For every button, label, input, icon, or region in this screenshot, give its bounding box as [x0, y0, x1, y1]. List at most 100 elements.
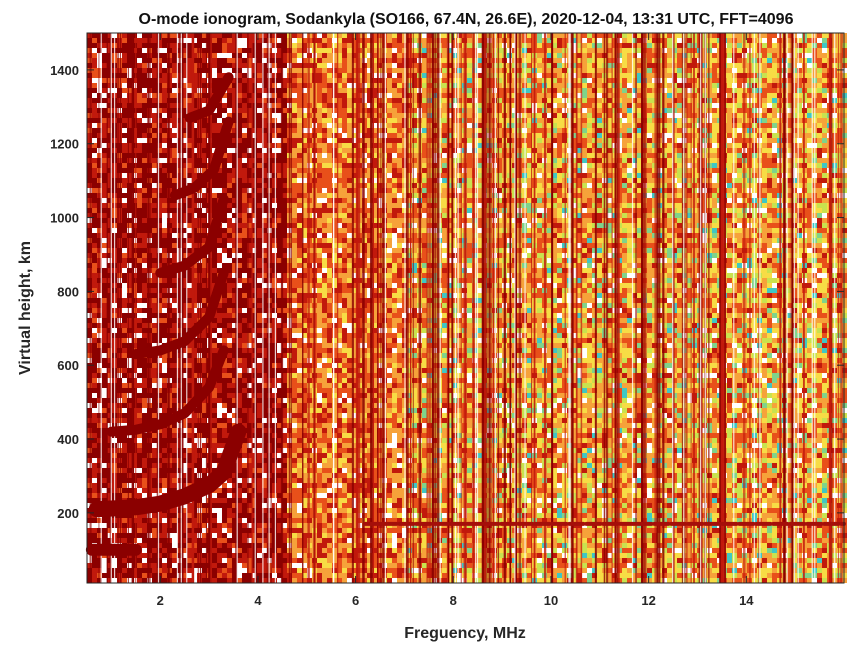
noise-cell — [292, 203, 297, 208]
noise-cell — [302, 508, 307, 513]
noise-cell — [182, 548, 187, 553]
noise-cell — [122, 143, 127, 148]
noise-cell — [187, 323, 192, 328]
noise-cell — [257, 298, 262, 303]
noise-cell — [122, 118, 127, 123]
noise-cell — [257, 123, 262, 128]
noise-cell — [137, 238, 142, 243]
noise-cell — [292, 378, 297, 383]
noise-cell — [252, 368, 257, 373]
noise-cell — [187, 33, 192, 38]
noise-cell — [197, 238, 202, 243]
noise-cell — [277, 458, 282, 463]
noise-cell — [97, 233, 102, 238]
noise-cell — [257, 328, 262, 333]
noise-cell — [302, 453, 307, 458]
noise-cell — [292, 158, 297, 163]
noise-cell — [132, 108, 137, 113]
noise-cell — [142, 53, 147, 58]
noise-cell — [227, 288, 232, 293]
noise-cell — [197, 133, 202, 138]
noise-cell — [252, 133, 257, 138]
noise-cell — [127, 393, 132, 398]
noise-cell — [252, 428, 257, 433]
noise-cell — [92, 328, 97, 333]
noise-cell — [97, 173, 102, 178]
noise-cell — [187, 193, 192, 198]
noise-cell — [262, 53, 267, 58]
noise-cell — [157, 438, 162, 443]
noise-cell — [97, 123, 102, 128]
noise-cell — [127, 73, 132, 78]
noise-cell — [127, 223, 132, 228]
noise-cell — [122, 328, 127, 333]
noise-cell — [122, 168, 127, 173]
noise-cell — [212, 558, 217, 563]
noise-cell — [217, 328, 222, 333]
noise-cell — [192, 473, 197, 478]
noise-cell — [122, 253, 127, 258]
noise-cell — [217, 538, 222, 543]
noise-cell — [97, 108, 102, 113]
noise-cell — [142, 303, 147, 308]
noise-cell — [172, 423, 177, 428]
noise-cell — [172, 478, 177, 483]
noise-cell — [297, 358, 302, 363]
noise-cell — [87, 333, 92, 338]
noise-cell — [107, 133, 112, 138]
noise-cell — [192, 193, 197, 198]
noise-cell — [302, 248, 307, 253]
noise-cell — [277, 513, 282, 518]
noise-cell — [137, 378, 142, 383]
noise-cell — [182, 273, 187, 278]
noise-cell — [192, 38, 197, 43]
noise-cell — [292, 188, 297, 193]
noise-cell — [227, 58, 232, 63]
noise-cell — [157, 78, 162, 83]
noise-cell — [117, 48, 122, 53]
noise-cell — [292, 138, 297, 143]
noise-cell — [87, 83, 92, 88]
noise-cell — [292, 553, 297, 558]
noise-cell — [292, 33, 297, 38]
noise-cell — [252, 408, 257, 413]
noise-cell — [92, 313, 97, 318]
noise-cell — [97, 143, 102, 148]
noise-cell — [187, 108, 192, 113]
noise-cell — [252, 433, 257, 438]
noise-cell — [257, 38, 262, 43]
noise-cell — [92, 383, 97, 388]
noise-cell — [132, 133, 137, 138]
noise-cell — [97, 278, 102, 283]
noise-cell — [152, 458, 157, 463]
noise-cell — [127, 243, 132, 248]
noise-cell — [87, 143, 92, 148]
noise-cell — [257, 433, 262, 438]
noise-cell — [122, 258, 127, 263]
noise-cell — [302, 388, 307, 393]
noise-cell — [127, 488, 132, 493]
noise-cell — [152, 273, 157, 278]
noise-cell — [132, 238, 137, 243]
noise-cell — [272, 68, 277, 73]
noise-cell — [227, 168, 232, 173]
noise-cell — [202, 68, 207, 73]
noise-cell — [92, 303, 97, 308]
noise-cell — [282, 413, 287, 418]
noise-cell — [222, 528, 227, 533]
noise-cell — [242, 413, 247, 418]
noise-cell — [152, 178, 157, 183]
noise-cell — [97, 158, 102, 163]
noise-cell — [262, 113, 267, 118]
noise-cell — [282, 493, 287, 498]
noise-cell — [202, 208, 207, 213]
noise-cell — [302, 378, 307, 383]
noise-cell — [152, 38, 157, 43]
noise-cell — [152, 93, 157, 98]
noise-cell — [107, 278, 112, 283]
noise-cell — [282, 193, 287, 198]
noise-cell — [142, 103, 147, 108]
noise-cell — [232, 473, 237, 478]
noise-cell — [92, 528, 97, 533]
noise-cell — [257, 473, 262, 478]
